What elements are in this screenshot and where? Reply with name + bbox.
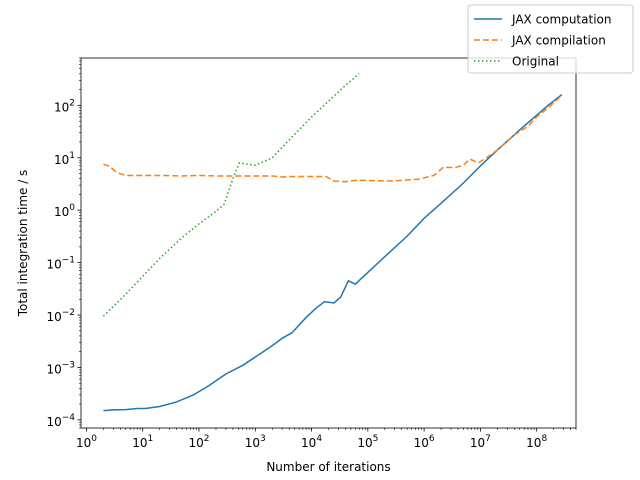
- x-tick-label: 103: [245, 434, 266, 450]
- x-tick-label: 107: [470, 434, 491, 450]
- series-line-2: [102, 73, 360, 317]
- series-line-1: [103, 94, 563, 183]
- plot-frame: [80, 57, 577, 429]
- y-tick-label: 10−1: [46, 256, 75, 272]
- legend-label-1: JAX compilation: [511, 34, 606, 48]
- y-tick-label: 10−4: [46, 413, 75, 429]
- y-tick-label: 10−2: [46, 308, 75, 324]
- x-axis-ticks: 100 101 102 103 104 105 106 107 108: [76, 428, 577, 450]
- x-axis-label: Number of iterations: [266, 460, 390, 474]
- legend-box: [467, 4, 634, 74]
- x-tick-label: 106: [414, 434, 435, 450]
- x-tick-label: 101: [132, 434, 153, 450]
- legend: JAX computation JAX compilation Original: [467, 4, 634, 74]
- y-tick-label: 101: [54, 151, 75, 167]
- legend-label-0: JAX computation: [511, 13, 611, 27]
- x-tick-label: 105: [357, 434, 378, 450]
- x-tick-label: 102: [188, 434, 209, 450]
- series-line-0: [103, 94, 563, 412]
- x-tick-label: 108: [526, 434, 547, 450]
- y-axis-label: Total integration time / s: [16, 170, 30, 318]
- y-axis-ticks: 10−4 10−3 10−2 10−1 100 101 102: [46, 57, 81, 429]
- y-tick-label: 102: [54, 98, 75, 114]
- x-tick-label: 100: [76, 434, 97, 450]
- legend-label-2: Original: [512, 55, 559, 69]
- series-lines: [102, 73, 563, 412]
- y-tick-label: 100: [54, 203, 75, 219]
- y-tick-label: 10−3: [46, 360, 75, 376]
- x-tick-label: 104: [301, 434, 322, 450]
